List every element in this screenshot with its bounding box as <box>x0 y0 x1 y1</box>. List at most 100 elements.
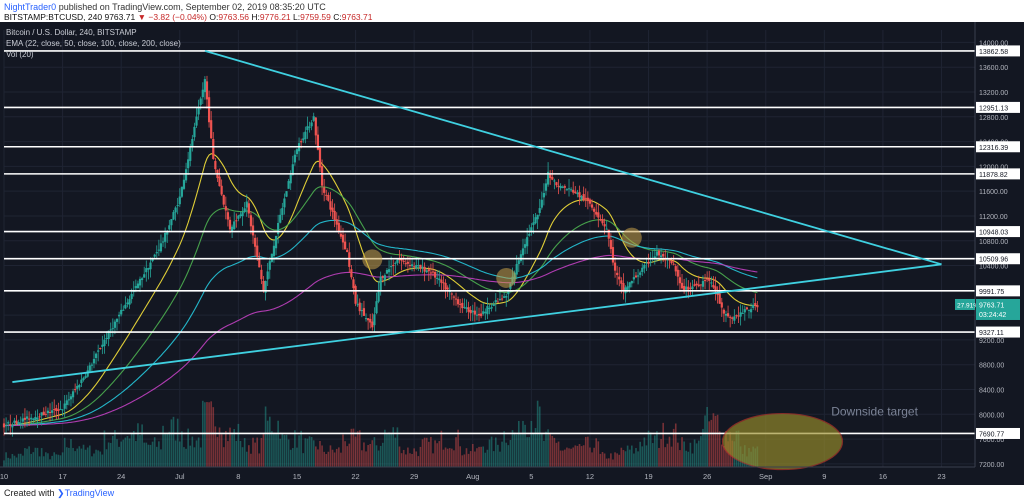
candle-body <box>674 266 677 272</box>
volume-bar <box>708 421 711 467</box>
volume-bar <box>185 448 187 467</box>
volume-bar <box>509 440 512 467</box>
candle-body <box>214 161 217 170</box>
candle-body <box>546 171 550 185</box>
volume-bar <box>268 416 271 467</box>
volume-bar <box>423 437 426 467</box>
volume-bar <box>212 407 215 467</box>
price-chart[interactable]: Downside target 7200.00 7600.00 8000.00 8400… <box>0 22 1024 485</box>
volume-bar <box>26 448 28 467</box>
candle-body <box>32 418 35 420</box>
volume-bar <box>11 453 14 467</box>
candle-body <box>155 252 158 254</box>
candle-body <box>739 312 742 317</box>
volume-bar <box>505 442 508 467</box>
candle-body <box>752 304 755 308</box>
candle-body <box>647 261 650 264</box>
candle-body <box>279 214 282 223</box>
high-label: H: <box>251 12 260 22</box>
volume-bar <box>279 438 282 467</box>
candle-body <box>266 271 269 280</box>
volume-bar <box>557 441 560 467</box>
candle-body <box>310 122 313 127</box>
legend-ema: EMA (22, close, 50, close, 100, close, 2… <box>6 39 181 48</box>
volume-bar <box>618 454 621 467</box>
y-tick-label: 8400.00 <box>979 388 1004 395</box>
volume-bar <box>451 448 453 467</box>
candle-body <box>258 257 261 268</box>
volume-bar <box>319 440 321 467</box>
candle-body <box>724 314 728 316</box>
volume-bar <box>74 451 76 467</box>
candle-body <box>718 293 721 304</box>
volume-bar <box>216 436 219 467</box>
volume-bar <box>654 435 656 467</box>
volume-bar <box>312 440 315 467</box>
volume-bar <box>24 448 26 467</box>
candle-body <box>371 321 374 328</box>
candle-body <box>78 384 81 388</box>
volume-bar <box>153 437 156 467</box>
candle-body <box>23 417 27 420</box>
ascending-support-trendline <box>12 263 942 383</box>
y-tick-label: 10400.00 <box>979 264 1008 271</box>
candle-body <box>519 254 522 262</box>
candle-body <box>425 270 428 273</box>
created-with-text: Created with <box>4 488 55 498</box>
candle-body <box>749 309 753 313</box>
volume-bar <box>674 423 677 467</box>
candle-body <box>565 189 569 191</box>
candle-body <box>595 211 598 215</box>
volume-bar <box>534 428 537 467</box>
candle-body <box>613 262 617 271</box>
candle-body <box>189 146 192 161</box>
level-price-label: 12951.13 <box>979 105 1008 112</box>
candle-body <box>572 189 575 193</box>
x-tick-label: 24 <box>117 472 125 481</box>
volume-bar <box>130 433 133 467</box>
candle-body <box>745 307 748 310</box>
volume-bar <box>622 450 625 467</box>
candle-body <box>687 286 690 290</box>
candle-body <box>607 229 610 239</box>
volume-bar <box>677 442 679 467</box>
author-link[interactable]: NightTrader0 <box>4 2 57 12</box>
candle-body <box>80 379 83 384</box>
volume-bar <box>528 437 531 467</box>
volume-bar <box>695 443 698 467</box>
candle-body <box>544 183 548 191</box>
chart-area[interactable]: Downside target 7200.00 7600.00 8000.00 8400… <box>0 22 1024 485</box>
volume-bar <box>605 458 608 467</box>
candle-body <box>205 81 209 100</box>
candle-body <box>329 201 332 210</box>
x-tick-label: 12 <box>586 472 594 481</box>
candle-body <box>210 120 213 139</box>
candle-body <box>622 283 625 292</box>
volume-bar <box>417 456 420 467</box>
candle-body <box>396 259 399 263</box>
price-change: ▼ −3.82 (−0.04%) <box>137 12 207 22</box>
candle-body <box>488 307 491 309</box>
volume-bar <box>532 433 535 467</box>
candle-body <box>117 314 121 317</box>
volume-bar <box>40 448 43 467</box>
candle-body <box>584 197 587 199</box>
candle-body <box>249 215 253 227</box>
volume-bar <box>258 453 261 467</box>
level-price-label: 10509.96 <box>979 257 1008 264</box>
volume-bar <box>187 428 189 467</box>
volume-bar <box>666 443 669 467</box>
volume-bar <box>457 429 459 467</box>
volume-bar <box>5 452 7 467</box>
candle-body <box>115 318 119 322</box>
close-value: 9763.71 <box>341 12 373 22</box>
candle-body <box>590 204 594 208</box>
tradingview-link[interactable]: TradingView <box>64 488 115 498</box>
candle-body <box>498 298 502 300</box>
candle-body <box>283 198 286 208</box>
volume-bar <box>70 439 72 467</box>
volume-bar <box>388 432 390 467</box>
candle-body <box>419 264 422 269</box>
candle-body <box>551 177 554 180</box>
candle-body <box>385 270 389 274</box>
